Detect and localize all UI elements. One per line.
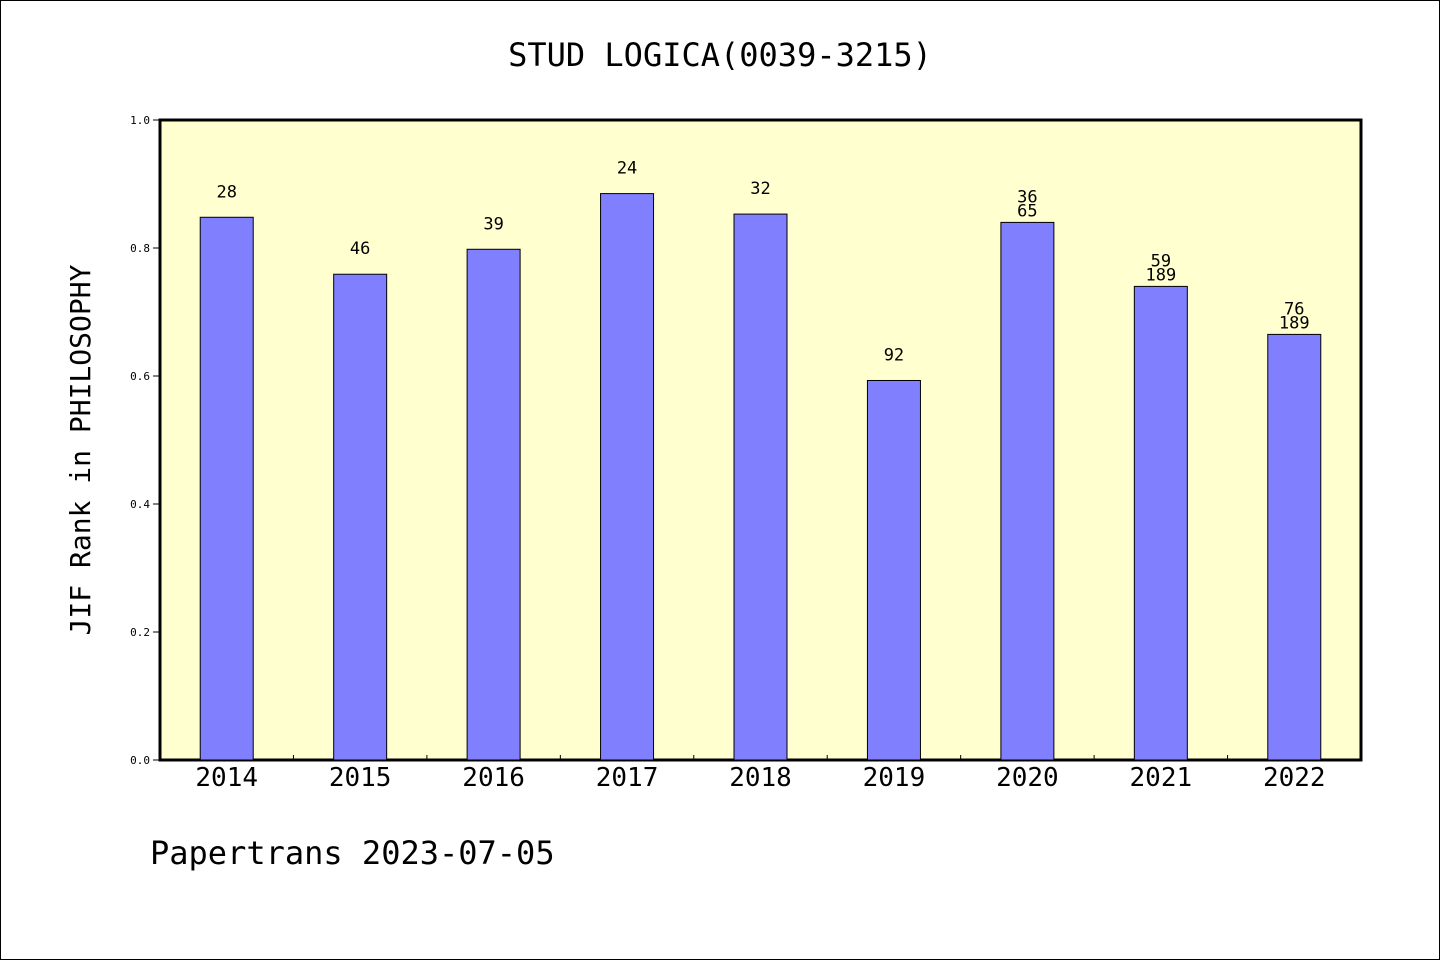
x-tick-label: 2021: [1130, 763, 1193, 793]
bar-value-label: 32: [750, 179, 770, 199]
x-tick-label: 2014: [195, 763, 258, 793]
y-axis-label: JIF Rank in PHILOSOPHY: [64, 264, 97, 635]
x-tick-label: 2018: [729, 763, 792, 793]
y-tick-label: 0.2: [130, 626, 150, 639]
bar-value-label: 76: [1284, 299, 1304, 319]
bar-value-label: 36: [1017, 187, 1037, 207]
bar-2014: [199, 216, 254, 761]
bar-total-label: 189: [1279, 313, 1310, 333]
bars: [199, 193, 1322, 761]
bar-value-label: 59: [1151, 251, 1171, 271]
bar-2015: [333, 273, 388, 761]
y-tick-label: 0.0: [130, 754, 150, 767]
chart-title: STUD LOGICA(0039-3215): [508, 36, 932, 74]
footer-credit: Papertrans 2023-07-05: [150, 834, 555, 872]
y-tick-label: 0.8: [130, 242, 150, 255]
y-tick-label: 0.4: [130, 498, 150, 511]
x-tick-label: 2016: [462, 763, 525, 793]
bar-2018: [733, 213, 788, 761]
bar-total-label: 189: [1145, 265, 1176, 285]
bar-2016: [466, 248, 521, 761]
x-tick-label: 2020: [996, 763, 1059, 793]
bar-total-label: 65: [1017, 201, 1037, 221]
bar-2022: [1267, 333, 1322, 761]
bar-2017: [600, 193, 655, 761]
bar-value-label: 24: [617, 159, 637, 179]
bar-2019: [866, 379, 921, 761]
x-axis: 2014 2015 2016 2017 2018 2019 2020 2021 2022: [195, 755, 1326, 793]
y-tick-label: 1.0: [130, 114, 150, 127]
x-tick-label: 2017: [596, 763, 659, 793]
x-tick-label: 2015: [329, 763, 392, 793]
y-axis: 0.0 0.2 0.4 0.6 0.8 1.0: [130, 114, 160, 767]
bar-value-label: 28: [216, 182, 236, 202]
y-tick-label: 0.6: [130, 370, 150, 383]
bar-value-label: 92: [884, 345, 904, 365]
x-tick-label: 2019: [863, 763, 926, 793]
bar-2020: [1000, 221, 1055, 761]
bar-2021: [1133, 285, 1188, 761]
bar-value-label: 39: [483, 214, 503, 234]
x-tick-label: 2022: [1263, 763, 1326, 793]
bar-value-label: 46: [350, 239, 370, 259]
